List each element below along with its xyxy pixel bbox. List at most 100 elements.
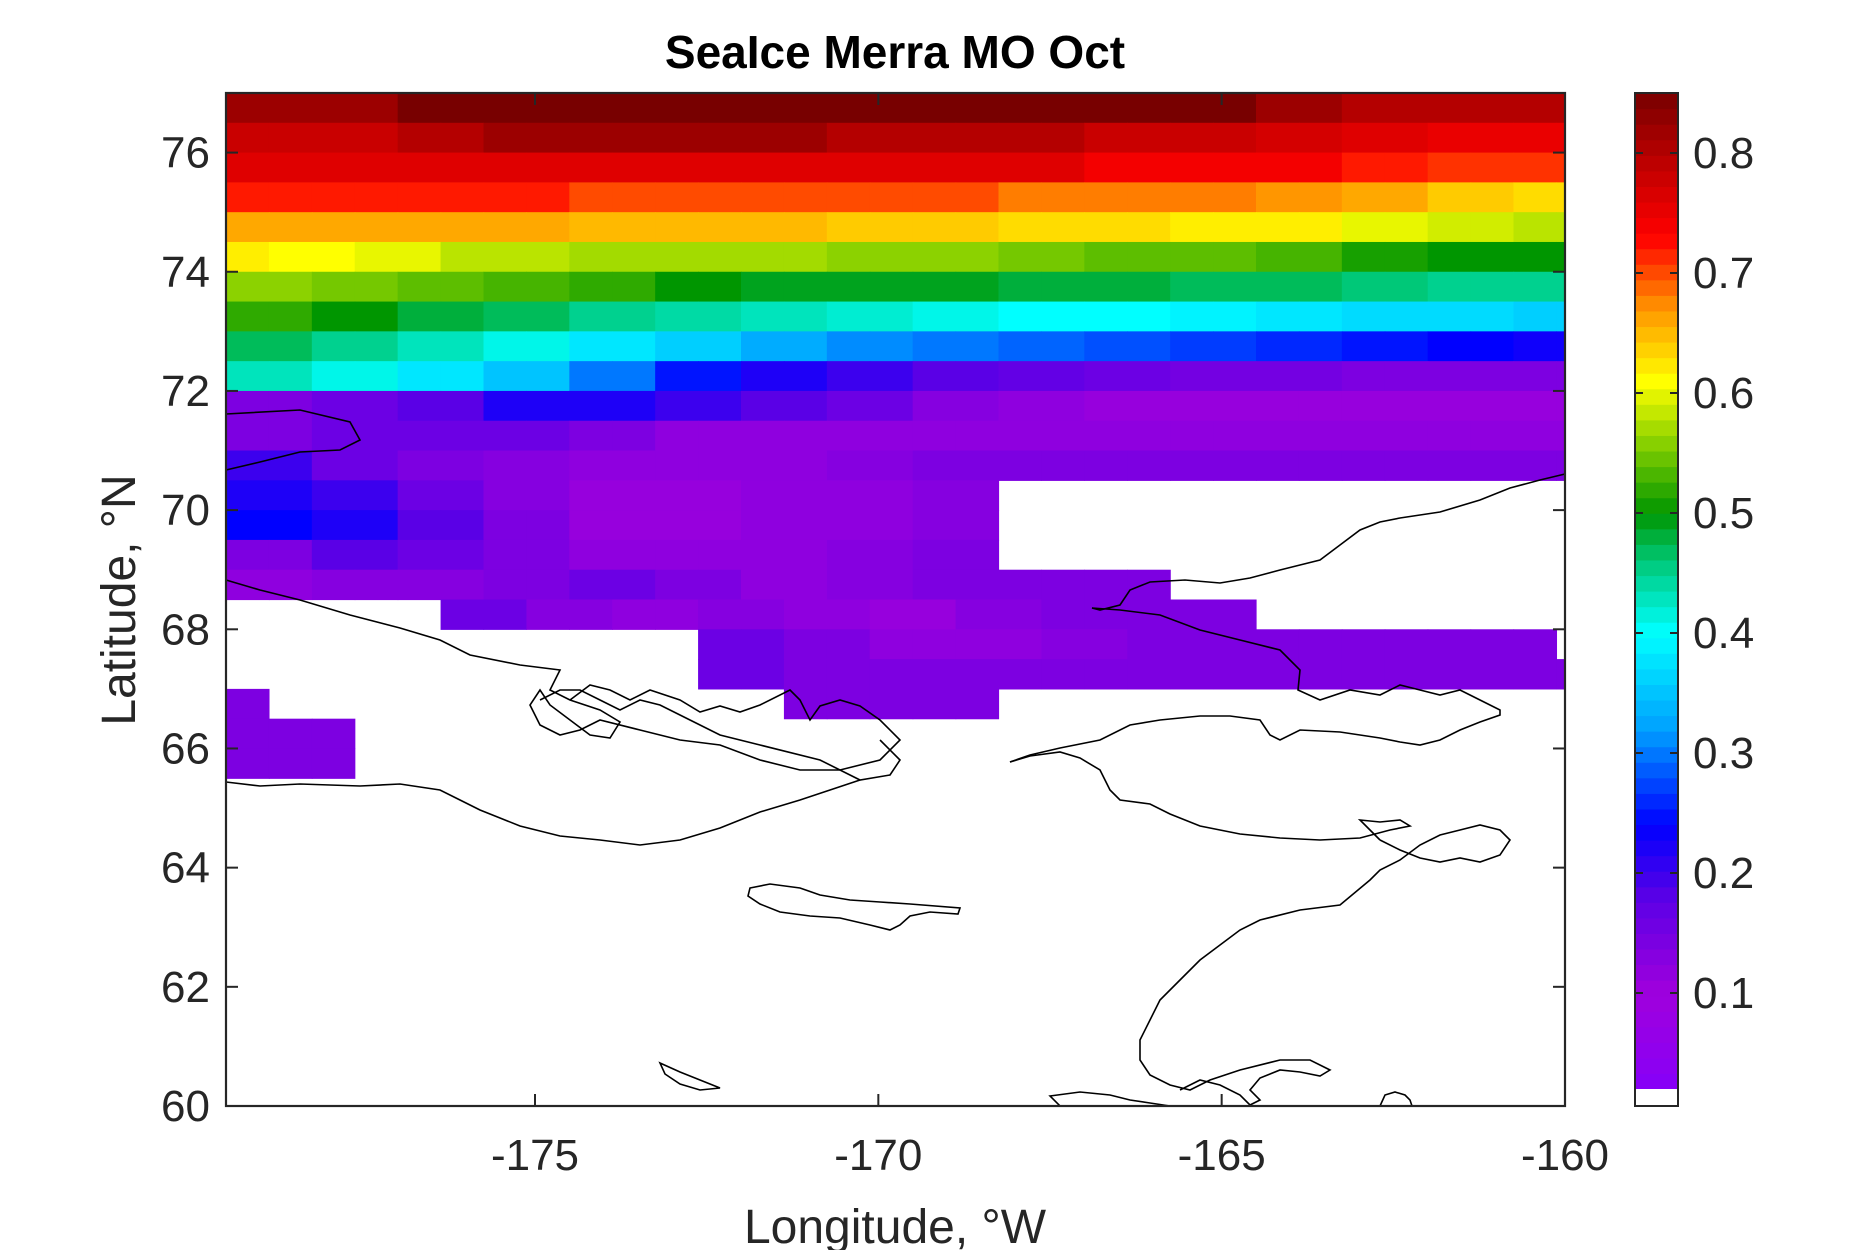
ice-cell [655, 93, 699, 124]
colorbar-segment [1635, 1011, 1678, 1028]
ice-cell [869, 152, 914, 183]
x-tick-label: -175 [491, 1131, 579, 1180]
colorbar-ticks: 0.1 0.2 0.3 0.4 0.5 0.6 0.7 0.8 [1635, 129, 1754, 1018]
ice-cell [741, 569, 785, 601]
ice-cell [1341, 629, 1386, 660]
y-tick-label: 74 [161, 248, 210, 297]
ice-cell [1384, 152, 1429, 183]
ice-cell [1084, 361, 1128, 392]
ice-cell [1084, 301, 1128, 332]
ice-cell [483, 510, 528, 541]
ice-cell [783, 420, 828, 452]
ice-cell [1341, 271, 1386, 303]
ice-cell [1170, 420, 1214, 452]
ice-cell [226, 539, 270, 571]
ice-cell [783, 480, 828, 511]
ice-cell [1298, 241, 1343, 273]
y-tick-label: 66 [161, 724, 210, 773]
colorbar-segment [1635, 575, 1678, 592]
ice-cell [1513, 212, 1558, 243]
ice-cell [483, 241, 528, 273]
ice-cell [1384, 301, 1429, 332]
ice-cell [1170, 182, 1214, 213]
ice-cell [826, 569, 871, 601]
ice-cell [955, 212, 1000, 243]
ice-cell [1384, 331, 1429, 362]
ice-cell [955, 331, 1000, 362]
ice-cell [698, 361, 742, 392]
ice-cell [655, 361, 699, 392]
x-tick-label: -165 [1178, 1131, 1266, 1180]
ice-cell [869, 271, 914, 303]
ice-cell [1556, 212, 1566, 243]
ice-cell [1298, 182, 1343, 213]
ice-cell [612, 301, 656, 332]
ice-cell [912, 212, 957, 243]
ice-cell [569, 390, 613, 422]
ice-cell [869, 93, 914, 124]
ice-cell [526, 569, 570, 601]
ice-cell [1556, 122, 1566, 154]
ice-cell [1170, 271, 1214, 303]
ice-cell [1127, 629, 1171, 660]
ice-cell [397, 450, 442, 481]
coastline-bottom-left-island [658, 1061, 721, 1091]
ice-cell [397, 271, 442, 303]
ice-cell [698, 301, 742, 332]
colorbar-segment [1635, 233, 1678, 250]
ice-cell [998, 271, 1043, 303]
ice-cell [655, 152, 699, 183]
ice-cell [569, 182, 613, 213]
colorbar-segment [1635, 1057, 1678, 1075]
ice-cell [1470, 93, 1515, 124]
colorbar-segment [1635, 248, 1678, 265]
ice-cell [1041, 271, 1085, 303]
ice-cell [569, 510, 613, 541]
ice-cell [698, 629, 742, 660]
colorbar-nan-swatch [1635, 1089, 1678, 1106]
ice-cell [354, 241, 399, 273]
ice-cell [1556, 93, 1566, 124]
ice-cell [955, 241, 1000, 273]
colorbar-segment [1635, 808, 1678, 826]
ice-cell [698, 241, 742, 273]
ice-cell [1384, 361, 1429, 392]
ice-cell [1384, 212, 1429, 243]
ice-cell [311, 361, 356, 392]
ice-cell [783, 271, 828, 303]
colorbar-segment [1635, 948, 1678, 966]
ice-cell [569, 152, 613, 183]
ice-cell [998, 659, 1043, 690]
ice-cell [869, 241, 914, 273]
ice-cell [569, 331, 613, 362]
ice-cell [569, 212, 613, 243]
ice-cell [655, 182, 699, 213]
ice-cell [1427, 241, 1472, 273]
colorbar-segment [1635, 466, 1678, 483]
ice-cell [354, 510, 399, 541]
ice-cell [1256, 450, 1300, 481]
ice-cell [226, 241, 270, 273]
y-tick-label: 64 [161, 844, 210, 893]
ice-cell [741, 212, 785, 243]
ice-cell [226, 748, 270, 779]
ice-cell [612, 182, 656, 213]
ice-cell [440, 182, 485, 213]
ice-cell [1341, 241, 1386, 273]
colorbar-segment [1635, 715, 1678, 732]
ice-cell [1213, 659, 1257, 690]
colorbar-tick-label: 0.2 [1693, 849, 1754, 898]
ice-cell [698, 659, 742, 690]
ice-cell [1556, 271, 1566, 303]
colorbar-segment [1635, 855, 1678, 872]
ice-cell [1427, 390, 1472, 422]
ice-cell [397, 480, 442, 511]
ice-cell [1298, 122, 1343, 154]
ice-cell [912, 450, 957, 481]
colorbar-segment [1635, 404, 1678, 421]
ice-cell [1170, 629, 1214, 660]
ice-cell [1213, 122, 1257, 154]
ice-cell [655, 241, 699, 273]
ice-cell [698, 182, 742, 213]
ice-cell [397, 301, 442, 332]
